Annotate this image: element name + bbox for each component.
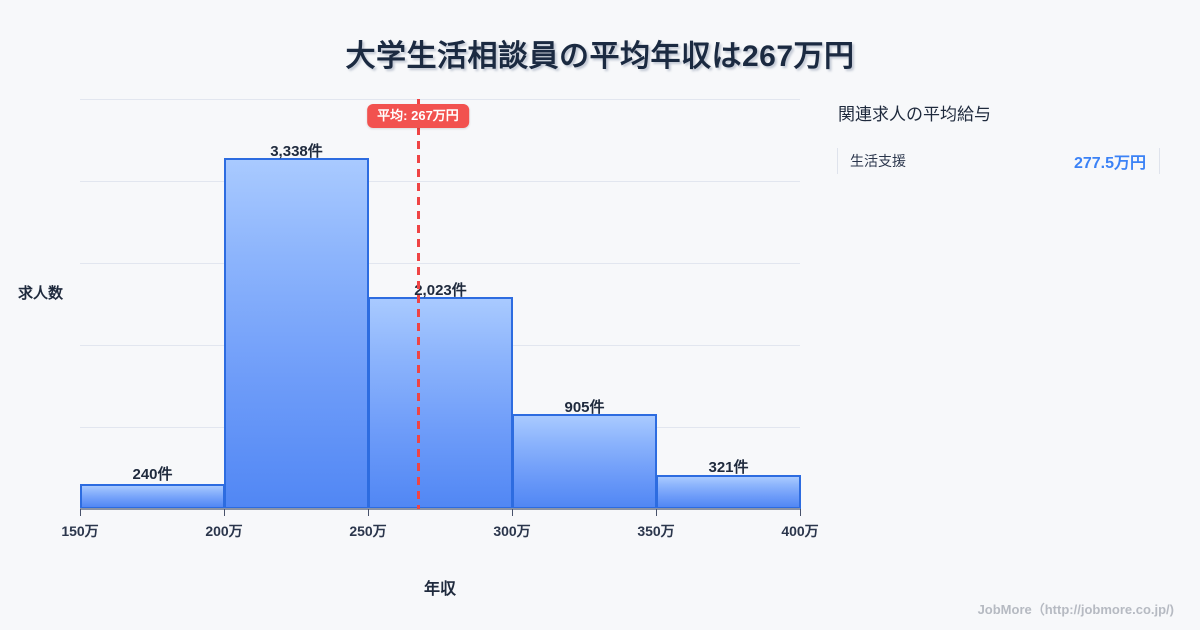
gridline	[80, 99, 800, 100]
x-axis-line	[80, 508, 800, 510]
footer-credit: JobMore（http://jobmore.co.jp/)	[977, 602, 1174, 617]
bar-label-350-400: 321件	[708, 459, 749, 476]
salary-row-name: 生活支援	[850, 153, 906, 169]
page-title: 大学生活相談員の平均年収は267万円	[345, 40, 855, 73]
x-tick-label: 300万	[493, 523, 531, 539]
bar-300-350[interactable]	[512, 414, 657, 509]
bar-200-250[interactable]	[224, 158, 369, 509]
x-tick-label: 250万	[349, 523, 387, 539]
x-tick-label: 150万	[61, 523, 99, 539]
x-tick	[800, 509, 801, 516]
x-tick	[368, 509, 369, 516]
bar-label-250-300: 2,023件	[414, 282, 467, 299]
gridline	[80, 181, 800, 182]
x-tick-label: 350万	[637, 523, 675, 539]
y-axis-title: 求人数	[18, 285, 64, 302]
salary-row[interactable]: 生活支援 277.5万円	[836, 147, 1160, 175]
bar-label-300-350: 905件	[564, 399, 605, 416]
x-tick-label: 400万	[781, 523, 819, 539]
bar-label-200-250: 3,338件	[270, 143, 323, 160]
x-tick	[80, 509, 81, 516]
x-tick	[656, 509, 657, 516]
bar-150-200[interactable]	[80, 484, 225, 509]
x-tick	[224, 509, 225, 516]
bar-250-300[interactable]	[368, 297, 513, 509]
x-tick-label: 200万	[205, 523, 243, 539]
average-line	[417, 99, 420, 509]
bars: 240件 3,338件 2,023件 905件 321件	[80, 143, 801, 509]
related-salary-title: 関連求人の平均給与	[838, 105, 991, 124]
average-badge: 平均: 267万円	[367, 104, 469, 128]
x-tick	[512, 509, 513, 516]
bar-350-400[interactable]	[656, 475, 801, 509]
salary-row-value: 277.5万円	[1073, 155, 1146, 172]
x-axis-title: 年収	[423, 581, 456, 598]
related-salary-panel: 関連求人の平均給与 生活支援 277.5万円	[836, 100, 1166, 175]
bar-label-150-200: 240件	[132, 466, 173, 483]
histogram-plot: 240件 3,338件 2,023件 905件 321件 平均: 267万円 1…	[18, 99, 819, 598]
gridline	[80, 263, 800, 264]
